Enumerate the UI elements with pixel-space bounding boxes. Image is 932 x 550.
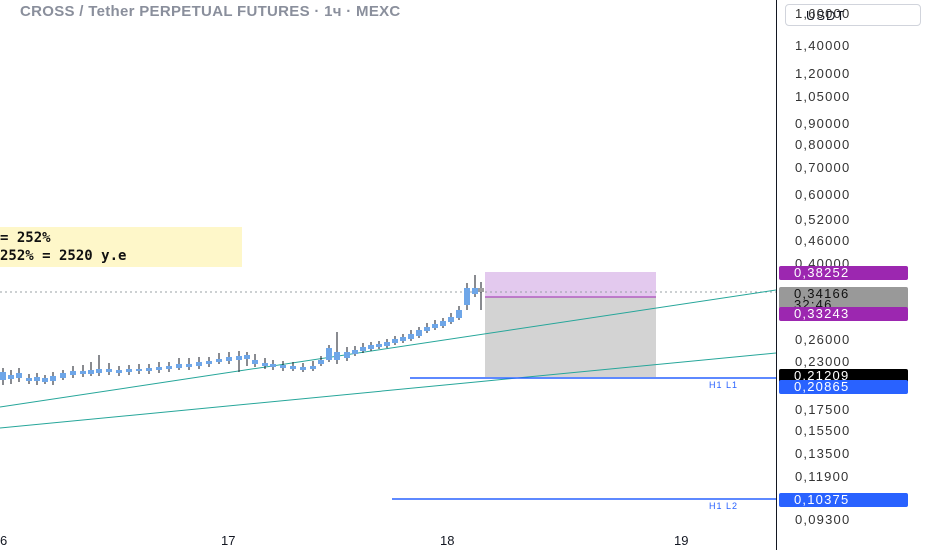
candle-body bbox=[464, 288, 470, 305]
price-chart[interactable] bbox=[0, 0, 776, 550]
currency-selector[interactable]: USDT bbox=[785, 4, 921, 26]
candle-body bbox=[424, 327, 430, 331]
candle-body bbox=[126, 369, 132, 372]
level-label-h1-l1: H1 L1 bbox=[709, 380, 739, 390]
candle-body bbox=[116, 370, 122, 373]
candle-body bbox=[16, 373, 22, 378]
candle-body bbox=[326, 348, 332, 360]
entry-price-tag: 0,33243 bbox=[779, 307, 908, 321]
candle-body bbox=[310, 366, 316, 369]
h1-l1-price-tag: 0,20865 bbox=[779, 380, 908, 394]
stop-loss-zone[interactable] bbox=[485, 297, 656, 377]
candle-body bbox=[106, 369, 112, 372]
candle-body bbox=[408, 334, 414, 339]
candle-body bbox=[50, 376, 56, 381]
price-axis-label: 0,70000 bbox=[795, 160, 851, 175]
candle-body bbox=[416, 330, 422, 336]
candle-body bbox=[226, 357, 232, 361]
x-axis-label-17: 17 bbox=[221, 533, 236, 548]
candle-body bbox=[0, 372, 6, 380]
candle-body bbox=[290, 366, 296, 369]
price-axis-label: 0,80000 bbox=[795, 137, 851, 152]
candle-body bbox=[352, 350, 358, 354]
candle-body bbox=[456, 310, 462, 318]
candle-body bbox=[392, 339, 398, 343]
price-axis-divider bbox=[776, 0, 777, 550]
candle-body bbox=[26, 378, 32, 381]
candle-body bbox=[448, 317, 454, 322]
price-axis-label: 1,40000 bbox=[795, 38, 851, 53]
candle-body bbox=[166, 366, 172, 369]
x-axis-label-18: 18 bbox=[440, 533, 455, 548]
candle-body bbox=[176, 364, 182, 368]
price-axis-label: 0,09300 bbox=[795, 512, 851, 527]
candle-body bbox=[236, 356, 242, 360]
take-profit-price-tag: 0,38252 bbox=[779, 266, 908, 280]
take-profit-zone[interactable] bbox=[485, 272, 656, 297]
candle-body bbox=[80, 371, 86, 374]
candle-body bbox=[472, 288, 478, 294]
price-axis-label: 1,05000 bbox=[795, 89, 851, 104]
candle-body bbox=[376, 344, 382, 347]
candle-body bbox=[146, 368, 152, 371]
trend-line-upper[interactable] bbox=[0, 289, 776, 408]
price-axis-label: 0,23000 bbox=[795, 354, 851, 369]
price-axis-label: 0,60000 bbox=[795, 187, 851, 202]
note-line-1: = 252% bbox=[0, 230, 51, 246]
candle-body bbox=[186, 364, 192, 367]
candle-body bbox=[88, 370, 94, 374]
x-axis-label-19: 19 bbox=[674, 533, 689, 548]
candle-body bbox=[206, 361, 212, 364]
price-axis-label: 0,17500 bbox=[795, 402, 851, 417]
candle-body bbox=[262, 363, 268, 366]
price-axis-label: 0,90000 bbox=[795, 116, 851, 131]
price-axis-label: 0,13500 bbox=[795, 446, 851, 461]
candle-body bbox=[400, 337, 406, 341]
candle-body bbox=[478, 288, 484, 292]
candle-body bbox=[136, 369, 142, 371]
candle-body bbox=[280, 365, 286, 368]
price-axis-label: 0,26000 bbox=[795, 332, 851, 347]
candle-body bbox=[440, 321, 446, 326]
stop-price-tag: 0,21209 bbox=[779, 369, 908, 383]
price-axis-label: 0,46000 bbox=[795, 233, 851, 248]
price-axis-label: 0,11900 bbox=[795, 469, 850, 484]
candle-body bbox=[244, 355, 250, 359]
candles bbox=[0, 275, 484, 385]
candle-body bbox=[96, 369, 102, 373]
candle-body bbox=[34, 377, 40, 381]
candle-body bbox=[216, 359, 222, 362]
last-price-value: 0,34166 bbox=[794, 286, 850, 301]
level-label-h1-l2: H1 L2 bbox=[709, 501, 739, 511]
h1-l2-price-tag: 0,10375 bbox=[779, 493, 908, 507]
annotation-note[interactable]: = 252% 252% = 2520 у.е bbox=[0, 227, 242, 267]
candle-body bbox=[196, 362, 202, 366]
candle-body bbox=[360, 347, 366, 351]
trend-line-lower[interactable] bbox=[0, 352, 776, 429]
candle-body bbox=[318, 360, 324, 364]
price-axis-label: 1,20000 bbox=[795, 66, 851, 81]
candle-body bbox=[252, 360, 258, 364]
candle-body bbox=[8, 375, 14, 379]
candle-body bbox=[156, 367, 162, 370]
candle-body bbox=[270, 364, 276, 367]
price-axis-label: 1,60000 bbox=[795, 6, 851, 21]
chart-title: CROSS / Tether PERPETUAL FUTURES · 1ч · … bbox=[20, 3, 401, 20]
x-axis-label-16: 6 bbox=[0, 533, 8, 548]
candle-body bbox=[334, 352, 340, 360]
candle-body bbox=[432, 324, 438, 328]
price-axis-label: 0,15500 bbox=[795, 423, 851, 438]
candle-body bbox=[70, 371, 76, 375]
candle-body bbox=[300, 367, 306, 370]
candle-body bbox=[42, 378, 48, 382]
price-axis-label: 0,52000 bbox=[795, 212, 851, 227]
candle-body bbox=[344, 352, 350, 358]
candle-body bbox=[368, 345, 374, 349]
candle-body bbox=[60, 373, 66, 378]
candle-body bbox=[384, 342, 390, 346]
note-line-2: 252% = 2520 у.е bbox=[0, 248, 127, 264]
